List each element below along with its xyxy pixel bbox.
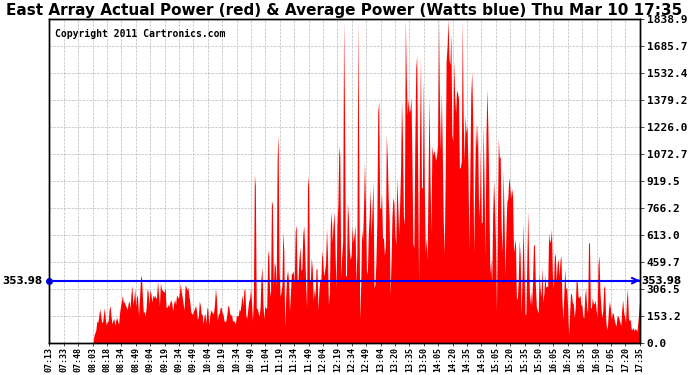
Text: 353.98: 353.98 [641, 276, 681, 286]
Text: 353.98: 353.98 [2, 276, 42, 286]
Title: East Array Actual Power (red) & Average Power (Watts blue) Thu Mar 10 17:35: East Array Actual Power (red) & Average … [6, 3, 682, 18]
Text: Copyright 2011 Cartronics.com: Copyright 2011 Cartronics.com [55, 28, 226, 39]
